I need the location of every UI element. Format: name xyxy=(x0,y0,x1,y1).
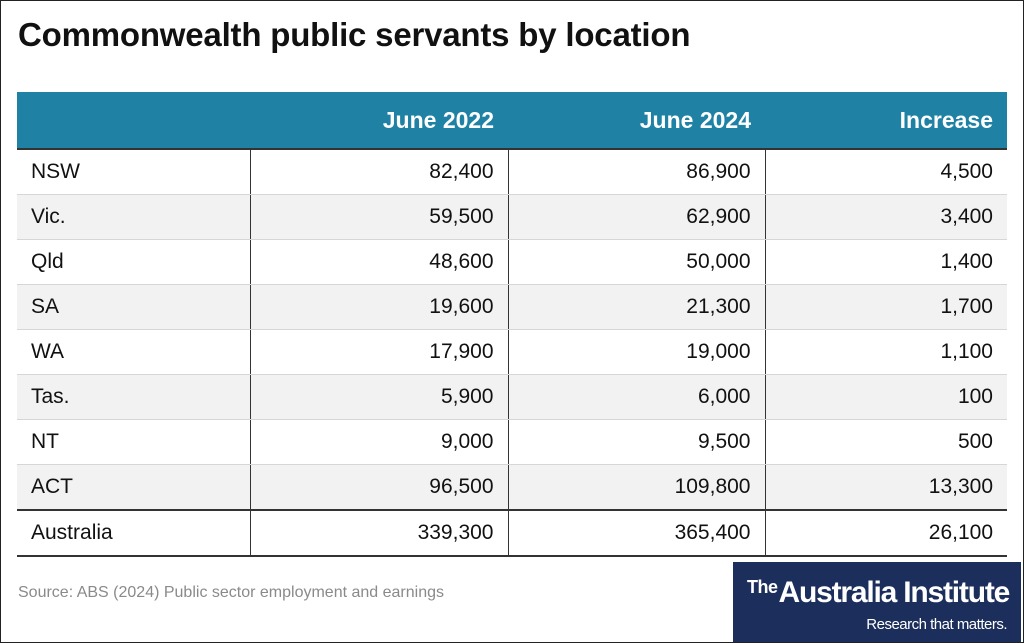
value-cell: 59,500 xyxy=(249,194,508,240)
value-cell: 9,000 xyxy=(249,419,508,465)
value-cell: 6,000 xyxy=(507,374,765,420)
value-cell: 17,900 xyxy=(249,329,508,375)
value-cell: 96,500 xyxy=(249,464,508,511)
value-cell: 50,000 xyxy=(507,239,765,285)
header-cell-region xyxy=(17,92,250,150)
value-cell: 26,100 xyxy=(764,510,1007,557)
header-cell-increase: Increase xyxy=(765,92,1007,150)
value-cell: 82,400 xyxy=(249,149,508,195)
value-cell: 48,600 xyxy=(249,239,508,285)
table-row: ACT 96,500 109,800 13,300 xyxy=(17,464,1007,511)
value-cell: 1,400 xyxy=(764,239,1007,285)
value-cell: 19,000 xyxy=(507,329,765,375)
table-row: Tas. 5,900 6,000 100 xyxy=(17,374,1007,420)
row-label: WA xyxy=(17,329,250,375)
source-note: Source: ABS (2024) Public sector employm… xyxy=(18,584,445,601)
value-cell: 5,900 xyxy=(249,374,508,420)
row-label: Tas. xyxy=(17,374,250,420)
value-cell: 9,500 xyxy=(507,419,765,465)
chart-title: Commonwealth public servants by location xyxy=(18,16,691,53)
value-cell: 3,400 xyxy=(764,194,1007,240)
header-cell-june-2022: June 2022 xyxy=(250,92,508,150)
value-cell: 86,900 xyxy=(507,149,765,195)
table-row: NT 9,000 9,500 500 xyxy=(17,419,1007,465)
row-label: SA xyxy=(17,284,250,330)
value-cell: 109,800 xyxy=(507,464,765,511)
table-row: SA 19,600 21,300 1,700 xyxy=(17,284,1007,330)
value-cell: 100 xyxy=(764,374,1007,420)
value-cell: 365,400 xyxy=(507,510,765,557)
row-label: Australia xyxy=(17,510,250,557)
value-cell: 19,600 xyxy=(249,284,508,330)
total-row: Australia 339,300 365,400 26,100 xyxy=(17,510,1007,557)
australia-institute-logo: TheAustralia Institute Research that mat… xyxy=(733,562,1021,642)
value-cell: 62,900 xyxy=(507,194,765,240)
table-row: WA 17,900 19,000 1,100 xyxy=(17,329,1007,375)
logo-wordmark: TheAustralia Institute xyxy=(747,576,1011,610)
value-cell: 339,300 xyxy=(249,510,508,557)
row-label: Vic. xyxy=(17,194,250,240)
data-table: June 2022 June 2024 Increase NSW 82,400 … xyxy=(17,92,1007,557)
value-cell: 13,300 xyxy=(764,464,1007,511)
logo-the: The xyxy=(747,577,778,597)
table-row: Vic. 59,500 62,900 3,400 xyxy=(17,194,1007,240)
value-cell: 1,100 xyxy=(764,329,1007,375)
header-row: June 2022 June 2024 Increase xyxy=(17,92,1007,150)
row-label: NT xyxy=(17,419,250,465)
logo-tagline: Research that matters. xyxy=(866,616,1007,633)
row-label: Qld xyxy=(17,239,250,285)
value-cell: 500 xyxy=(764,419,1007,465)
value-cell: 1,700 xyxy=(764,284,1007,330)
value-cell: 4,500 xyxy=(764,149,1007,195)
logo-name: Australia Institute xyxy=(778,576,1011,609)
row-label: ACT xyxy=(17,464,250,511)
table-row: Qld 48,600 50,000 1,400 xyxy=(17,239,1007,285)
value-cell: 21,300 xyxy=(507,284,765,330)
header-cell-june-2024: June 2024 xyxy=(508,92,765,150)
row-label: NSW xyxy=(17,149,250,195)
table-row: NSW 82,400 86,900 4,500 xyxy=(17,149,1007,195)
